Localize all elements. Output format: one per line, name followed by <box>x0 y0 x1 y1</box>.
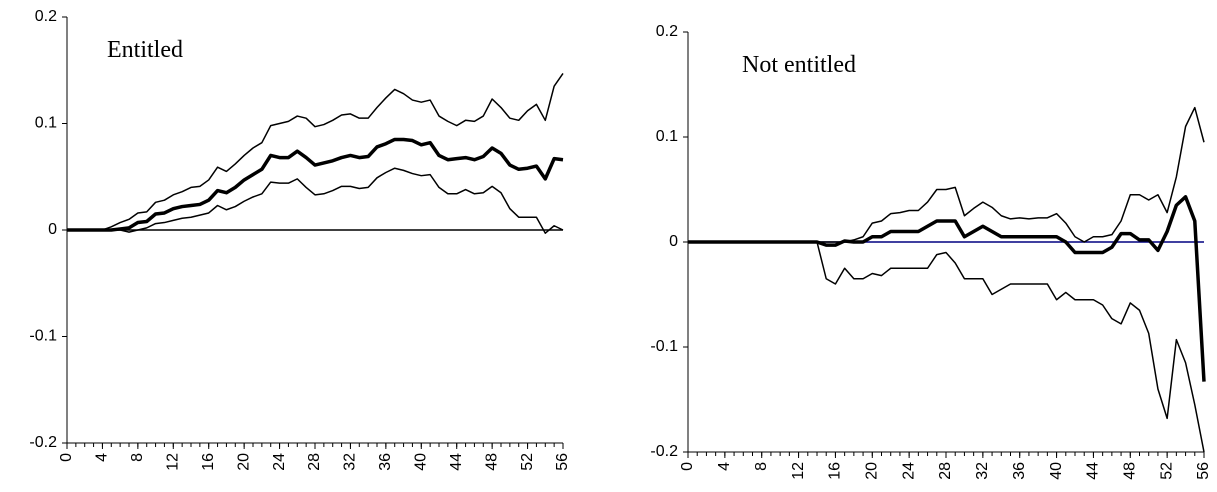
series-line <box>67 137 564 232</box>
y-tick-label: -0.2 <box>650 443 678 460</box>
annotation: Entitled <box>107 37 183 63</box>
x-tick-label: 52 <box>519 453 536 471</box>
x-tick-label: 40 <box>413 453 430 471</box>
x-tick-label: 52 <box>1158 462 1175 480</box>
x-tick-label: 40 <box>1048 462 1065 480</box>
x-tick-label: 48 <box>483 453 500 471</box>
x-tick-label: 0 <box>679 462 696 471</box>
x-tick-label: 8 <box>129 453 146 462</box>
x-tick-label: 4 <box>94 453 111 462</box>
x-tick-label: 44 <box>448 453 465 471</box>
y-tick-label: 0.2 <box>656 23 678 40</box>
y-tick-label: -0.1 <box>650 338 678 355</box>
x-tick-label: 56 <box>554 453 571 471</box>
x-tick-label: 20 <box>864 462 881 480</box>
series-line <box>67 73 564 231</box>
y-tick-label: 0 <box>48 221 57 238</box>
x-tick-label: 12 <box>165 453 182 471</box>
x-tick-label: 28 <box>937 462 954 480</box>
annotation: Not entitled <box>742 52 856 78</box>
y-tick-label: 0.1 <box>656 128 678 145</box>
panel: -0.2-0.100.10.20 4 8 12 16 20 24 28 32 36 40 44 48 52… <box>650 23 1212 480</box>
x-tick-label: 36 <box>1011 462 1028 480</box>
panel: -0.2-0.100.10.20 4 8 12 16 20 24 28 32 36 40 44 48 52… <box>29 8 571 471</box>
y-tick-label: 0.1 <box>35 115 57 132</box>
x-tick-label: 32 <box>342 453 359 471</box>
x-tick-label: 32 <box>974 462 991 480</box>
series-line <box>688 241 1205 452</box>
x-tick-label: 20 <box>235 453 252 471</box>
x-tick-label: 48 <box>1122 462 1139 480</box>
x-tick-label: 24 <box>900 462 917 480</box>
y-tick-label: 0.2 <box>35 8 57 25</box>
y-tick-label: -0.1 <box>29 328 57 345</box>
x-tick-label: 36 <box>377 453 394 471</box>
x-tick-label: 24 <box>271 453 288 471</box>
series-line <box>67 167 564 234</box>
y-tick-label: -0.2 <box>29 434 57 451</box>
x-tick-label: 56 <box>1195 462 1212 480</box>
x-tick-label: 16 <box>200 453 217 471</box>
x-tick-label: 0 <box>58 453 75 462</box>
x-tick-label: 44 <box>1085 462 1102 480</box>
x-tick-label: 28 <box>306 453 323 471</box>
y-tick-label: 0 <box>669 233 678 250</box>
series-line <box>688 195 1206 382</box>
x-tick-label: 16 <box>827 462 844 480</box>
x-tick-label: 8 <box>753 462 770 471</box>
x-tick-label: 4 <box>716 462 733 471</box>
x-tick-label: 12 <box>790 462 807 480</box>
